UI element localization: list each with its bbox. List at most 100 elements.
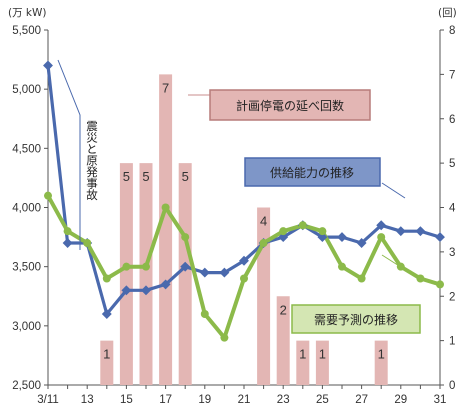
demand-point <box>63 227 72 236</box>
y-right-tick-label: 5 <box>449 158 455 170</box>
demand-point <box>357 274 366 283</box>
y-right-tick-label: 7 <box>449 69 455 81</box>
x-tick-label: 31 <box>434 394 447 406</box>
demand-point <box>298 221 307 230</box>
x-tick-label: 3/11 <box>37 394 59 406</box>
demand-point <box>200 310 209 318</box>
supply-point <box>43 60 53 71</box>
demand-point <box>377 233 386 242</box>
x-tick-label: 23 <box>277 394 290 406</box>
series-points <box>43 60 445 342</box>
demand-legend-label: 需要予測の推移 <box>314 313 398 327</box>
supply-point <box>337 232 347 243</box>
bar-value-label: 5 <box>142 169 149 184</box>
bar-value-label: 2 <box>280 302 287 317</box>
bars <box>100 74 388 385</box>
x-tick-label: 27 <box>355 394 368 406</box>
y-left-unit-label: (万 kW) <box>8 7 47 19</box>
x-tick-label: 25 <box>316 394 329 406</box>
demand-point <box>83 239 92 247</box>
bar-value-label: 5 <box>182 169 189 184</box>
demand-point <box>161 203 170 212</box>
bar <box>315 340 329 385</box>
bar-value-label: 1 <box>378 347 385 362</box>
supply-point <box>62 238 73 248</box>
x-ticks: 3/11 13 15 17 19 21 23 25 27 29 31 <box>37 385 446 406</box>
demand-point <box>240 274 248 283</box>
annotation-bracket-line <box>57 59 81 250</box>
demand-point <box>259 239 268 247</box>
bar <box>257 207 271 385</box>
y-right-tick-label: 1 <box>449 336 455 348</box>
x-tick-label: 29 <box>394 394 407 406</box>
supply-point <box>199 267 210 278</box>
y-left-tick-label: 5,000 <box>12 84 41 96</box>
bar-value-label: 1 <box>103 347 110 362</box>
y-right-tick-label: 0 <box>449 380 455 392</box>
supply-legend-label: 供給能力の推移 <box>270 166 354 180</box>
x-tick-label: 13 <box>81 394 94 406</box>
supply-point <box>395 226 406 237</box>
y-right-ticks: 8 7 6 5 4 3 2 1 0 <box>440 25 456 392</box>
demand-point <box>142 262 150 271</box>
earthquake-annotation-text: 震災と原発事故 <box>85 120 99 201</box>
y-right-tick-label: 2 <box>449 291 455 303</box>
x-tick-label: 17 <box>159 394 172 406</box>
demand-callout-line <box>381 254 419 279</box>
x-tick-label: 21 <box>238 394 251 406</box>
bars-legend-box <box>209 89 371 121</box>
y-left-tick-label: 5,500 <box>12 25 41 37</box>
y-left-tick-label: 4,500 <box>12 143 41 155</box>
y-right-tick-label: 6 <box>449 114 455 126</box>
bar <box>296 340 310 385</box>
demand-point <box>122 262 131 271</box>
bar-value-label: 5 <box>123 169 130 184</box>
x-tick-label: 19 <box>198 394 211 406</box>
bar-value-label: 1 <box>299 347 306 362</box>
demand-point <box>338 262 346 271</box>
supply-point <box>415 226 426 237</box>
bar <box>119 163 133 385</box>
supply-point <box>278 232 289 243</box>
supply-point <box>356 238 367 248</box>
bar-value-label: 4 <box>260 214 267 229</box>
demand-legend-box <box>291 304 421 334</box>
supply-point <box>435 232 445 243</box>
y-left-tick-label: 3,000 <box>12 321 41 333</box>
supply-point <box>141 285 151 296</box>
y-left-ticks: 5,500 5,000 4,500 4,000 3,500 3,000 2,500 <box>12 25 48 392</box>
y-right-unit-label: (回) <box>438 7 457 19</box>
y-right-tick-label: 8 <box>449 25 455 37</box>
bar-value-label: 7 <box>162 80 169 95</box>
bar <box>159 74 173 385</box>
supply-point <box>317 232 328 243</box>
demand-point <box>436 280 444 289</box>
supply-point <box>180 261 191 272</box>
y-left-tick-label: 3,500 <box>12 262 41 274</box>
y-right-tick-label: 4 <box>449 203 456 215</box>
supply-point <box>160 279 171 290</box>
demand-point <box>318 227 327 236</box>
demand-point <box>279 227 288 236</box>
demand-point <box>102 274 111 283</box>
x-tick-label: 15 <box>120 394 133 406</box>
bar <box>100 340 114 385</box>
y-left-tick-label: 4,000 <box>12 203 41 215</box>
demand-point <box>220 333 229 342</box>
supply-point <box>219 267 230 278</box>
supply-point <box>239 255 249 266</box>
bar <box>139 163 153 385</box>
supply-callout-line <box>381 182 406 199</box>
bars-legend-label: 計画停電の延べ回数 <box>236 98 344 113</box>
y-right-tick-label: 3 <box>449 247 455 259</box>
supply-legend-box <box>244 157 381 187</box>
demand-point <box>181 233 190 242</box>
y-left-tick-label: 2,500 <box>12 380 41 392</box>
demand-point <box>416 274 425 283</box>
demand-point <box>44 191 52 200</box>
bar <box>178 163 192 385</box>
bar <box>374 340 388 385</box>
bar <box>276 296 290 385</box>
